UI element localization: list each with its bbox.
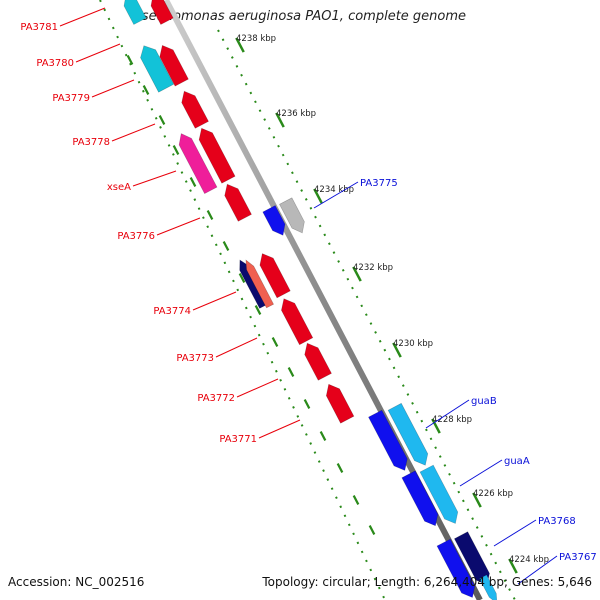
cds-feature-arrow[interactable] <box>368 409 408 471</box>
cds-feature-arrow[interactable] <box>224 183 252 222</box>
gene-label-leader <box>459 459 503 487</box>
ruler-tick-label: 4230 kbp <box>393 339 433 349</box>
gene-label-reverse[interactable]: PA3778 <box>72 137 110 148</box>
ruler-minor-tick <box>287 367 295 377</box>
cds-feature-arrow[interactable] <box>123 0 147 25</box>
gene-label-leader <box>59 7 106 27</box>
gene-label-leader <box>493 519 537 547</box>
ruler-tick <box>392 342 402 358</box>
gene-label-reverse[interactable]: xseA <box>107 182 131 193</box>
ruler-tick <box>431 418 441 434</box>
gene-label-leader <box>192 291 237 311</box>
gene-label-reverse[interactable]: PA3773 <box>176 353 214 364</box>
cds-feature-arrow[interactable] <box>419 464 459 524</box>
cds-feature-arrow[interactable] <box>198 127 236 184</box>
cds-feature-arrow[interactable] <box>436 538 476 598</box>
ruler-minor-tick <box>126 55 134 65</box>
gene-label-forward[interactable]: guaB <box>471 396 497 407</box>
cds-feature-arrow[interactable] <box>262 205 286 236</box>
gene-label-forward[interactable]: PA3768 <box>538 516 576 527</box>
cds-feature-arrow[interactable] <box>401 470 439 527</box>
gene-label-leader <box>91 79 135 98</box>
ruler-dotted-line-inner <box>99 0 386 600</box>
ruler-minor-tick <box>254 305 262 315</box>
ruler-minor-tick <box>368 525 376 535</box>
gene-label-forward[interactable]: PA3775 <box>360 178 398 189</box>
cds-feature-arrow[interactable] <box>259 253 291 299</box>
ruler-tick-label: 4224 kbp <box>509 555 549 565</box>
ruler-minor-tick <box>189 177 197 187</box>
gene-label-leader <box>215 337 258 358</box>
ruler-ticks: 4238 kbp 4236 kbp 4234 kbp 4232 kbp 4230 kbp… <box>126 34 549 574</box>
gene-label-reverse[interactable]: PA3780 <box>36 58 74 69</box>
gene-label-leader <box>156 217 201 236</box>
cds-feature-arrow[interactable] <box>245 259 275 309</box>
cds-feature-arrow[interactable] <box>150 0 174 25</box>
cds-feature-arrow[interactable] <box>279 197 305 234</box>
gene-label-reverse[interactable]: PA3776 <box>117 231 155 242</box>
ruler-minor-tick <box>206 210 214 220</box>
ruler-tick-label: 4228 kbp <box>432 415 472 425</box>
ruler-dotted-line-outer <box>217 29 516 600</box>
gene-label-reverse[interactable]: PA3772 <box>197 393 235 404</box>
gene-label-reverse[interactable]: PA3779 <box>52 93 90 104</box>
ruler-tick-label: 4226 kbp <box>473 489 513 499</box>
cds-feature-arrow[interactable] <box>181 90 209 129</box>
ruler-minor-tick <box>172 145 180 155</box>
cds-feature-arrow[interactable] <box>387 402 429 466</box>
ruler-minor-tick <box>222 241 230 251</box>
genome-summary-text: Topology: circular; Length: 6,264,404 bp… <box>262 575 592 589</box>
gene-label-reverse[interactable]: PA3771 <box>219 434 257 445</box>
ruler-tick <box>472 492 482 508</box>
gene-label-leader <box>517 555 558 585</box>
ruler-minor-tick <box>238 273 246 283</box>
cds-feature-arrow[interactable] <box>140 45 175 93</box>
gene-label-leader <box>111 123 156 142</box>
ruler-tick <box>235 37 245 53</box>
gene-label-leader <box>132 170 177 187</box>
gene-labels: PA3781 PA3780 PA3779 PA3778 xseA PA3776 PA3774… <box>20 7 597 585</box>
ruler-minor-tick <box>352 495 360 505</box>
gene-label-leader <box>75 43 121 63</box>
cds-feature-arrow[interactable] <box>304 342 332 381</box>
gene-label-reverse[interactable]: PA3781 <box>20 22 58 33</box>
ruler-tick <box>275 112 285 128</box>
ruler-minor-tick <box>336 463 344 473</box>
ruler-tick <box>313 188 323 204</box>
ruler-minor-tick <box>158 115 166 125</box>
ruler-tick <box>352 266 362 282</box>
ruler-minor-tick <box>303 399 311 409</box>
gene-label-leader <box>425 399 470 429</box>
feature-track <box>123 0 498 600</box>
cds-feature-arrow[interactable] <box>479 574 498 600</box>
map-title: Pseudomonas aeruginosa PAO1, complete ge… <box>133 9 467 24</box>
gene-label-reverse[interactable]: PA3774 <box>153 306 191 317</box>
accession-text: Accession: NC_002516 <box>8 575 145 589</box>
ruler-minor-tick <box>271 337 279 347</box>
cds-feature-arrow[interactable] <box>325 383 355 424</box>
cds-feature-arrow[interactable] <box>178 133 218 195</box>
ruler-minor-tick <box>142 85 150 95</box>
gene-label-forward[interactable]: guaA <box>504 456 530 467</box>
ruler-tick-label: 4234 kbp <box>314 185 354 195</box>
ruler-tick-label: 4236 kbp <box>276 109 316 119</box>
gene-label-forward[interactable]: PA3767 <box>559 552 597 563</box>
ruler-tick-label: 4238 kbp <box>236 34 276 44</box>
gene-label-leader <box>236 378 279 398</box>
cds-feature-arrow[interactable] <box>281 298 314 346</box>
ruler-tick-label: 4232 kbp <box>353 263 393 273</box>
gene-label-leader <box>313 181 359 209</box>
cds-feature-arrow[interactable] <box>159 44 189 87</box>
gene-label-leader <box>258 419 301 439</box>
ruler-minor-tick <box>319 431 327 441</box>
ruler-tick <box>508 558 518 574</box>
